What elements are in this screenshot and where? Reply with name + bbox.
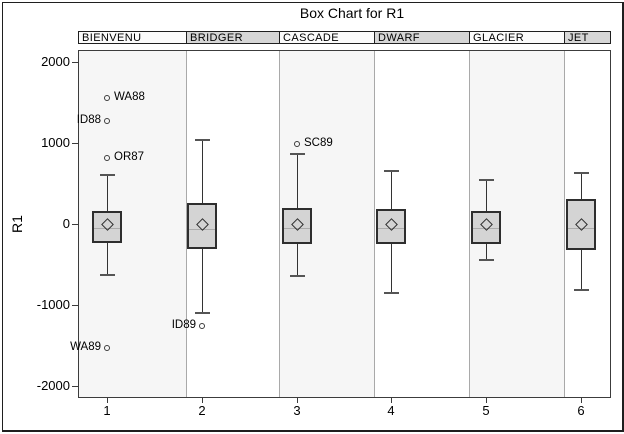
y-axis-tick <box>72 305 78 306</box>
upper-whisker <box>581 172 582 200</box>
y-axis-tick-label: 2000 <box>41 54 70 69</box>
median-line <box>568 228 594 230</box>
column-header: CASCADE <box>279 31 375 44</box>
lower-whisker-cap <box>289 275 305 278</box>
outlier-label: ID88 <box>76 113 101 126</box>
lower-whisker <box>581 249 582 291</box>
lower-whisker-cap <box>383 291 399 294</box>
lower-whisker-cap <box>478 259 494 262</box>
band-separator-line <box>564 51 565 397</box>
outlier-point <box>104 94 110 101</box>
upper-whisker <box>202 140 203 204</box>
iqr-box <box>282 208 312 245</box>
x-axis-tick-label: 2 <box>198 403 206 418</box>
upper-whisker-cap <box>194 139 210 142</box>
outlier-label: SC89 <box>304 136 333 149</box>
x-axis-tick <box>486 398 487 403</box>
upper-whisker-cap <box>383 169 399 172</box>
y-axis-tick-label: -1000 <box>36 297 70 312</box>
outlier-label: WA88 <box>114 90 145 103</box>
x-axis-tick-label: 1 <box>103 403 111 418</box>
outlier-label: WA89 <box>70 340 101 353</box>
x-axis-tick <box>391 398 392 403</box>
column-header: GLACIER <box>469 31 565 44</box>
column-header: BRIDGER <box>186 31 280 44</box>
outlier-point <box>104 344 110 351</box>
upper-whisker <box>486 180 487 211</box>
y-axis-tick <box>72 143 78 144</box>
column-header: JET <box>564 31 611 44</box>
upper-whisker-cap <box>289 153 305 156</box>
median-line <box>189 228 215 230</box>
lower-whisker <box>107 243 108 276</box>
band-separator-line <box>469 51 470 397</box>
y-axis-tick-label: 1000 <box>41 135 70 150</box>
outlier-point <box>294 140 300 147</box>
band-separator-line <box>186 51 187 397</box>
x-axis-tick <box>581 398 582 403</box>
y-axis-tick <box>72 386 78 387</box>
iqr-box <box>566 199 596 250</box>
upper-whisker-cap <box>99 173 115 176</box>
lower-whisker-cap <box>194 311 210 314</box>
x-axis-tick-label: 5 <box>482 403 490 418</box>
x-axis-tick <box>297 398 298 403</box>
lower-whisker <box>486 244 487 261</box>
lower-whisker-cap <box>573 289 589 292</box>
lower-whisker <box>297 244 298 277</box>
median-line <box>284 228 310 230</box>
iqr-box <box>376 209 406 245</box>
upper-whisker-cap <box>573 171 589 174</box>
upper-whisker <box>297 154 298 209</box>
x-axis-tick-label: 6 <box>577 403 585 418</box>
outlier-label: ID89 <box>171 319 196 332</box>
upper-whisker-cap <box>478 179 494 182</box>
lower-whisker-cap <box>99 274 115 277</box>
median-line <box>94 228 120 230</box>
y-axis-tick <box>72 62 78 63</box>
outlier-point <box>104 154 110 161</box>
iqr-box <box>187 203 217 250</box>
band-separator-line <box>279 51 280 397</box>
chart-title: Box Chart for R1 <box>299 5 405 21</box>
outlier-label: OR87 <box>114 150 145 163</box>
y-axis-tick-label: 0 <box>62 216 70 231</box>
median-line <box>378 227 404 229</box>
outlier-point <box>199 323 205 330</box>
iqr-box <box>471 210 501 245</box>
outlier-point <box>104 117 110 124</box>
column-header: DWARF <box>374 31 470 44</box>
x-axis-tick-label: 3 <box>293 403 301 418</box>
x-axis-tick-label: 4 <box>387 403 395 418</box>
upper-whisker <box>107 174 108 212</box>
lower-whisker <box>391 244 392 293</box>
median-line <box>473 227 499 229</box>
x-axis-tick <box>107 398 108 403</box>
iqr-box <box>92 211 122 244</box>
y-axis-tick <box>72 224 78 225</box>
column-header: BIENVENU <box>78 31 187 44</box>
axis-frame <box>78 50 611 398</box>
x-axis-tick <box>202 398 203 403</box>
y-axis-title: R1 <box>9 215 25 233</box>
band-separator-line <box>374 51 375 397</box>
upper-whisker <box>391 170 392 210</box>
y-axis-tick-label: -2000 <box>36 378 70 393</box>
lower-whisker <box>202 249 203 313</box>
